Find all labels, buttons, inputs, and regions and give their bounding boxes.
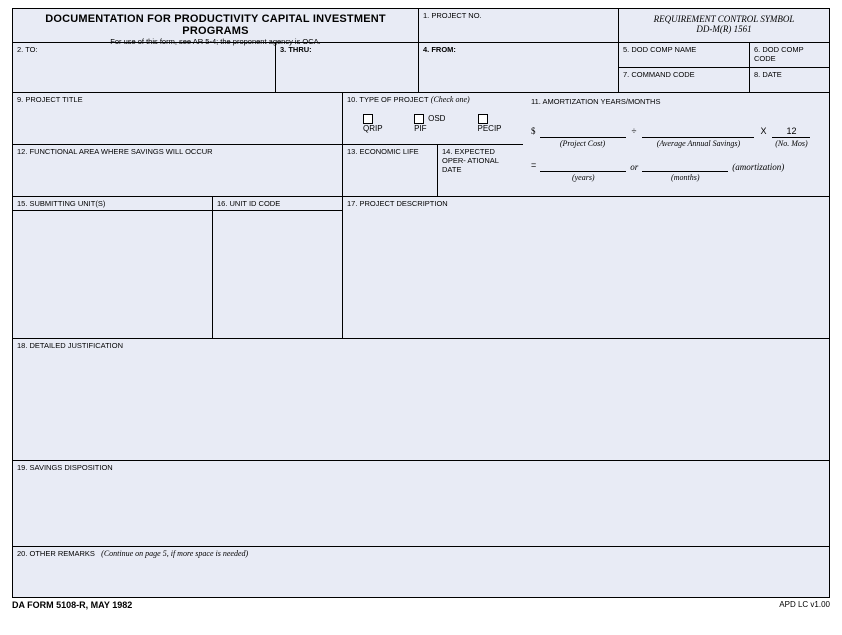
field-to[interactable]: 2. TO:	[13, 43, 276, 93]
frac-months[interactable]: (months)	[642, 160, 728, 182]
frac-project-cost[interactable]: (Project Cost)	[540, 126, 626, 148]
field-detailed-justification[interactable]: 18. DETAILED JUSTIFICATION	[13, 339, 829, 461]
frac-twelve: 12 (No. Mos)	[772, 126, 810, 148]
field-type-of-project: 10. TYPE OF PROJECT (Check one) QRIP OSD…	[343, 93, 523, 145]
footer-version: APD LC v1.00	[779, 600, 830, 610]
field-amortization: 11. AMORTIZATION YEARS/MONTHS $ (Project…	[523, 93, 829, 197]
label-thru: 3. THRU:	[280, 45, 312, 54]
label-dod-comp-code: 6. DOD COMP CODE	[754, 45, 803, 63]
label-from: 4. FROM:	[423, 45, 456, 54]
amort-times: X	[758, 126, 768, 136]
rcs-line1: REQUIREMENT CONTROL SYMBOL	[623, 14, 825, 24]
field-project-description[interactable]	[343, 211, 829, 339]
checkbox-qrip[interactable]: QRIP	[363, 114, 396, 133]
checkbox-osd-pif[interactable]: OSD PIF	[414, 114, 459, 133]
field-date[interactable]: 8. DATE	[750, 68, 829, 93]
rcs-line2: DD-M(R) 1561	[623, 24, 825, 34]
amort-dollar: $	[531, 126, 536, 136]
label-other-remarks: 20. OTHER REMARKS	[17, 549, 95, 558]
note-other-remarks: (Continue on page 5, if more space is ne…	[101, 549, 248, 558]
form-container: DOCUMENTATION FOR PRODUCTIVITY CAPITAL I…	[12, 8, 830, 598]
label-date: 8. DATE	[754, 70, 782, 79]
form-footer: DA FORM 5108-R, MAY 1982 APD LC v1.00	[12, 598, 830, 610]
checkbox-pecip[interactable]: PECIP	[478, 114, 516, 133]
frac-years[interactable]: (years)	[540, 160, 626, 182]
field-dod-comp-code[interactable]: 6. DOD COMP CODE	[750, 43, 829, 68]
note-check-one: (Check one)	[431, 95, 470, 104]
field-savings-disposition[interactable]: 19. SAVINGS DISPOSITION	[13, 461, 829, 547]
field-operational-date[interactable]: 14. EXPECTED OPER- ATIONAL DATE	[438, 145, 523, 197]
field-project-title[interactable]: 9. PROJECT TITLE	[13, 93, 343, 145]
rcs-block: REQUIREMENT CONTROL SYMBOL DD-M(R) 1561	[619, 9, 829, 43]
label-unit-id-code-hdr: 16. UNIT ID CODE	[213, 197, 343, 211]
amort-amortization: (amortization)	[732, 160, 784, 172]
field-submitting-units[interactable]	[13, 211, 213, 339]
field-project-no[interactable]: 1. PROJECT NO.	[419, 9, 619, 43]
label-project-title: 9. PROJECT TITLE	[17, 95, 83, 104]
label-savings-disposition: 19. SAVINGS DISPOSITION	[17, 463, 113, 472]
field-other-remarks[interactable]: 20. OTHER REMARKS (Continue on page 5, i…	[13, 547, 829, 597]
amort-or: or	[630, 160, 638, 172]
field-economic-life[interactable]: 13. ECONOMIC LIFE	[343, 145, 438, 197]
label-project-no: 1. PROJECT NO.	[423, 11, 482, 20]
label-command-code: 7. COMMAND CODE	[623, 70, 695, 79]
label-dod-comp-name: 5. DOD COMP NAME	[623, 45, 696, 54]
label-submitting-units-hdr: 15. SUBMITTING UNIT(S)	[13, 197, 213, 211]
field-dod-comp-name[interactable]: 5. DOD COMP NAME	[619, 43, 750, 68]
label-to: 2. TO:	[17, 45, 38, 54]
field-functional-area[interactable]: 12. FUNCTIONAL AREA WHERE SAVINGS WILL O…	[13, 145, 343, 197]
form-title: DOCUMENTATION FOR PRODUCTIVITY CAPITAL I…	[17, 13, 414, 37]
amort-equals: =	[531, 160, 536, 170]
field-unit-id-code[interactable]	[213, 211, 343, 339]
field-thru[interactable]: 3. THRU:	[276, 43, 419, 93]
label-detailed-justification: 18. DETAILED JUSTIFICATION	[17, 341, 123, 350]
label-functional-area: 12. FUNCTIONAL AREA WHERE SAVINGS WILL O…	[17, 147, 213, 156]
label-economic-life: 13. ECONOMIC LIFE	[347, 147, 419, 156]
footer-form-id: DA FORM 5108-R, MAY 1982	[12, 600, 132, 610]
label-type-of-project: 10. TYPE OF PROJECT	[347, 95, 429, 104]
label-project-description-hdr: 17. PROJECT DESCRIPTION	[343, 197, 829, 211]
frac-avg-savings[interactable]: (Average Annual Savings)	[642, 126, 754, 148]
label-amortization: 11. AMORTIZATION YEARS/MONTHS	[531, 97, 821, 106]
form-title-block: DOCUMENTATION FOR PRODUCTIVITY CAPITAL I…	[13, 9, 419, 43]
field-command-code[interactable]: 7. COMMAND CODE	[619, 68, 750, 93]
label-operational-date: 14. EXPECTED OPER- ATIONAL DATE	[442, 147, 499, 174]
field-from[interactable]: 4. FROM:	[419, 43, 619, 93]
amort-divide: ÷	[630, 126, 639, 136]
